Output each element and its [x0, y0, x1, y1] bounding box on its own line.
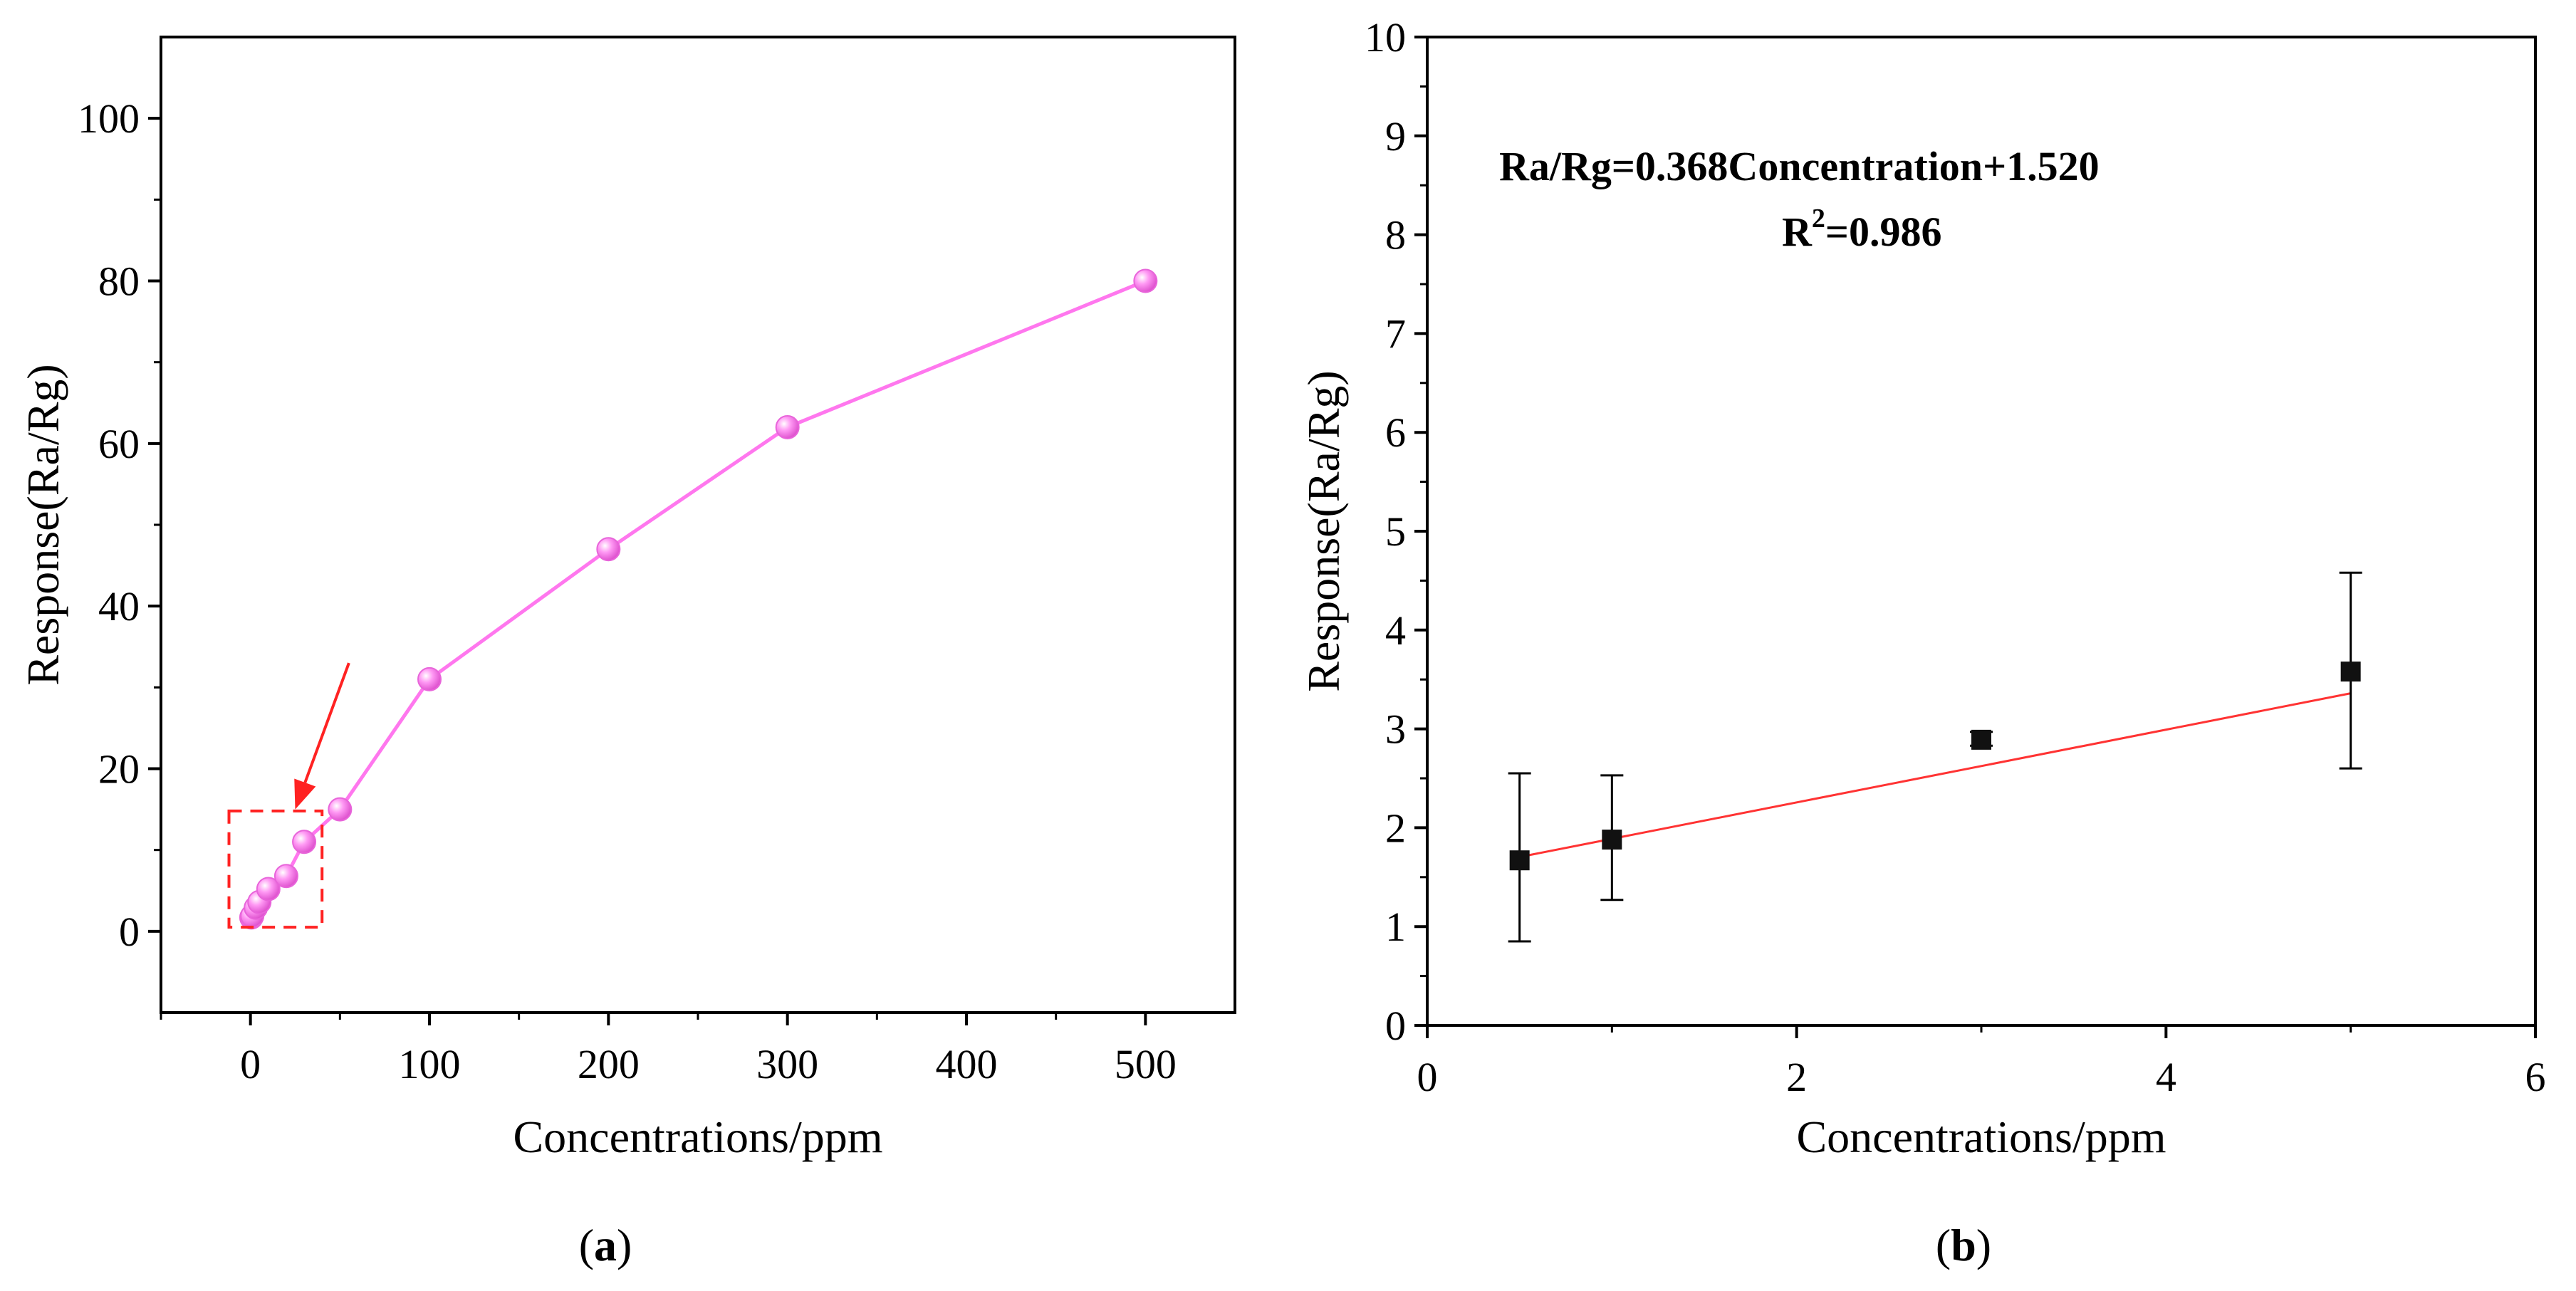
y-tick-label: 4: [1385, 607, 1406, 654]
x-tick-label: 0: [1417, 1054, 1438, 1100]
panel-b-chart: 0 2 4 6 0 1 2 3 4 5 6 7 8 9 10 Concentrations/ppm Respon…: [1298, 14, 2546, 1162]
x-tick-label: 100: [399, 1041, 461, 1087]
caption-b: (b): [1936, 1220, 1991, 1270]
data-point: [775, 415, 800, 439]
x-tick-label: 300: [756, 1041, 818, 1087]
x-axis-label: Concentrations/ppm: [1796, 1112, 2166, 1162]
y-tick-label: 1: [1385, 904, 1406, 950]
y-tick-label: 7: [1385, 310, 1406, 357]
y-axis-label: Response(Ra/Rg): [1298, 370, 1349, 692]
caption-b-letter: b: [1951, 1220, 1976, 1270]
y-tick-label: 5: [1385, 508, 1406, 555]
data-point: [1602, 830, 1622, 850]
x-tick-label: 2: [1786, 1054, 1807, 1100]
y-axis-label: Response(Ra/Rg): [18, 364, 68, 686]
y-tick-label: 6: [1385, 409, 1406, 456]
data-point: [417, 667, 442, 691]
series-line: [249, 279, 1147, 919]
arrow-head: [294, 778, 316, 810]
r2-exponent: 2: [1812, 204, 1825, 234]
y-tick-label: 0: [1385, 1003, 1406, 1049]
fit-r-squared: R2=0.986: [1782, 204, 1941, 255]
x-tick-label: 500: [1115, 1041, 1177, 1087]
fit-equation: Ra/Rg=0.368Concentration+1.520: [1499, 143, 2100, 189]
y-tick-label: 0: [119, 909, 140, 955]
x-tick-label: 0: [240, 1041, 261, 1087]
x-axis-label: Concentrations/ppm: [513, 1112, 882, 1162]
data-point: [273, 864, 298, 889]
y-tick-label: 60: [98, 421, 140, 467]
data-point: [328, 797, 353, 822]
y-tick-label: 100: [78, 95, 140, 142]
r2-value: =0.986: [1825, 209, 1942, 255]
y-tick-label: 2: [1385, 805, 1406, 851]
y-tick-label: 10: [1365, 14, 1406, 61]
y-tick-label: 3: [1385, 706, 1406, 753]
y-tick-label: 8: [1385, 212, 1406, 258]
data-point: [596, 537, 621, 562]
x-tick-label: 4: [2156, 1054, 2176, 1100]
caption-a: (a): [579, 1220, 632, 1270]
y-tick-label: 9: [1385, 113, 1406, 160]
data-point: [256, 877, 281, 901]
arrow-shaft: [303, 662, 350, 783]
data-point: [1509, 850, 1530, 871]
caption-a-letter: a: [594, 1220, 617, 1270]
r2-label: R: [1782, 209, 1813, 255]
plot-frame: [160, 36, 1236, 1014]
x-tick-label: 400: [936, 1041, 998, 1087]
y-tick-label: 40: [98, 583, 140, 629]
data-point: [292, 830, 317, 854]
x-tick-label: 200: [578, 1041, 640, 1087]
data-point: [1133, 268, 1158, 293]
data-point: [1971, 729, 1991, 750]
y-tick-label: 20: [98, 746, 140, 793]
y-tick-label: 80: [98, 258, 140, 305]
zoom-region-box: [227, 809, 324, 929]
fit-line: [1519, 692, 2351, 858]
panel-a-chart: 0 100 200 300 400 500 0 20 40 60 80 100 Concentratio…: [18, 36, 1236, 1162]
data-point: [2340, 662, 2361, 682]
x-tick-label: 6: [2525, 1054, 2546, 1100]
